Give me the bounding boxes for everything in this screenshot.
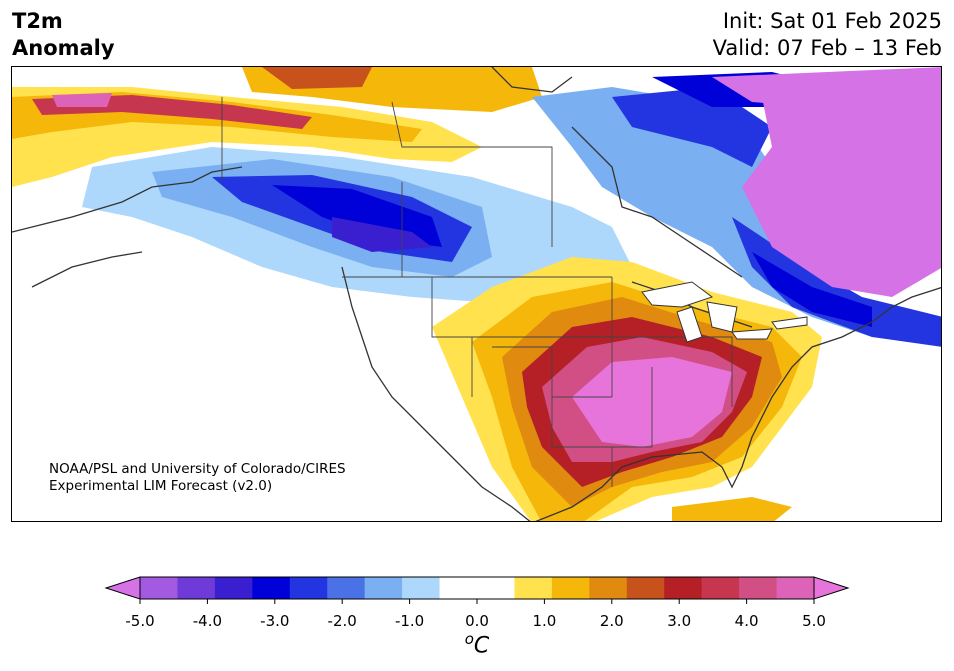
colorbar-cells [140,577,815,599]
colorbar-under-triangle [104,576,141,600]
credit-line1: NOAA/PSL and University of Colorado/CIRE… [49,461,346,477]
colorbar-tick-label: 4.0 [734,612,759,630]
cold-region-labrador-core [752,252,872,327]
colorbar-tick-label: -4.0 [192,612,223,630]
init-date: Init: Sat 01 Feb 2025 [722,9,942,33]
anomaly-map [11,66,942,522]
valid-range: Valid: 07 Feb – 13 Feb [712,36,942,60]
colorbar-tick-label: 2.0 [599,612,624,630]
anomaly-map-svg [12,67,941,521]
colorbar-cell [439,577,478,599]
anomaly-greenland [742,97,941,297]
colorbar-cell [739,577,778,599]
colorbar-frame [139,576,815,600]
colorbar-cell [252,577,291,599]
anomaly-greenland-north [712,67,941,107]
title-variable-line1: T2m [12,9,63,33]
colorbar-ticks [139,599,815,604]
colorbar-tick-label: -2.0 [327,612,357,630]
colorbar-cell [364,577,403,599]
colorbar-over-triangle [813,576,850,600]
warm-core-arctic [262,67,372,89]
colorbar-tick-label: 0.0 [465,612,489,630]
colorbar-cell [626,577,665,599]
units-letter: C [473,633,490,659]
colorbar-cell [402,577,441,599]
colorbar-cell [589,577,628,599]
colorbar-tick-label: 3.0 [667,612,692,630]
borders [221,97,733,487]
map-title: T2m Anomaly [12,8,115,62]
great-lakes [641,281,808,343]
colorbar-cell [214,577,253,599]
colorbar-tick-label: -3.0 [260,612,290,630]
colorbar-cell [477,577,515,599]
colorbar-cell [776,577,815,599]
colorbar-cell [701,577,740,599]
hot-spot-alaska [52,93,112,107]
cold-region-labrador [732,217,941,347]
colorbar-tick-label: 1.0 [532,612,557,630]
warm-region-caribbean [672,497,792,521]
cold-trough-peak [332,217,432,252]
coastlines [12,67,941,521]
colorbar-cell [289,577,328,599]
colorbar-cell [514,577,553,599]
colorbar-cell [177,577,216,599]
colorbar-units: oC [465,630,490,658]
colorbar-cell [140,577,178,599]
title-variable-line2: Anomaly [12,36,115,60]
units-degree: o [464,630,474,648]
colorbar-tick-label: -5.0 [125,612,155,630]
colorbar-cell [664,577,703,599]
colorbar-tick-label: 5.0 [802,612,826,630]
credit-text: NOAA/PSL and University of Colorado/CIRE… [49,461,346,495]
forecast-dates: Init: Sat 01 Feb 2025 Valid: 07 Feb – 13… [713,8,942,62]
colorbar-cell [327,577,366,599]
colorbar-tick-label: -1.0 [394,612,425,630]
colorbar-cell [551,577,590,599]
credit-line2: Experimental LIM Forecast (v2.0) [49,478,273,494]
